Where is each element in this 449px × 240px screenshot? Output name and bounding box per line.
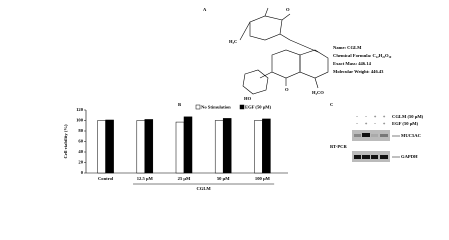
bar	[105, 119, 114, 174]
bar	[175, 121, 185, 174]
treatment-sign: -	[356, 121, 358, 126]
y-tick-label: 60	[78, 139, 83, 144]
y-tick-label: 40	[78, 149, 83, 154]
property: Chemical Formula: C₂₂H₂₂O₁₀	[333, 53, 392, 58]
bar	[254, 120, 263, 174]
y-tick-label: 20	[78, 160, 83, 165]
band-label: MUC5AC	[401, 133, 421, 138]
atom-label: HO	[244, 96, 252, 101]
property: Molecular Weight: 446.43	[333, 69, 384, 74]
x-axis-label: CGLM	[196, 186, 211, 191]
x-tick-label: Control	[98, 176, 114, 181]
x-tick-label: 25 μM	[178, 176, 191, 181]
bar	[183, 116, 193, 174]
band	[362, 155, 370, 159]
bar	[222, 118, 232, 174]
bar	[97, 120, 106, 174]
x-tick-label: 100 μM	[255, 176, 271, 181]
atom-label: O	[286, 7, 290, 12]
band	[354, 155, 361, 159]
treatment-sign: +	[383, 121, 386, 126]
property: Exact Mass: 446.14	[333, 61, 372, 66]
legend-label: EGF (50 μM)	[245, 105, 272, 110]
x-tick-label: 50 μM	[217, 176, 230, 181]
atom-label: H₃C	[229, 39, 237, 44]
band	[362, 133, 370, 137]
treatment-label: CGLM (50 μM)	[392, 114, 424, 119]
band	[380, 134, 388, 137]
y-tick-label: 120	[76, 107, 84, 112]
legend-swatch	[195, 104, 201, 110]
treatment-sign: +	[374, 114, 377, 119]
treatment-sign: -	[356, 114, 358, 119]
property: Name: CGLM	[333, 45, 362, 50]
band	[380, 155, 388, 159]
panel-label: B	[178, 102, 181, 107]
chemical-structure	[239, 7, 329, 95]
panel-label: C	[330, 102, 333, 107]
atom-label: O	[285, 87, 289, 92]
treatment-sign: -	[365, 114, 367, 119]
bar	[136, 120, 146, 174]
treatment-label: EGF (50 μM)	[392, 121, 419, 126]
band	[371, 134, 378, 137]
bar	[144, 119, 154, 174]
atom-label: H₃CO	[312, 90, 324, 95]
treatment-sign: +	[383, 114, 386, 119]
y-axis-label: Cell viability (%)	[63, 124, 68, 158]
panel-label: A	[203, 7, 207, 12]
legend-swatch	[239, 104, 245, 110]
treatment-sign: -	[374, 121, 376, 126]
legend-label: No Stimulation	[201, 105, 231, 110]
band	[371, 155, 378, 159]
band	[354, 134, 361, 137]
treatment-sign: +	[365, 121, 368, 126]
bar	[214, 120, 224, 174]
bar	[262, 118, 271, 174]
method-label: RT-PCR	[330, 144, 347, 149]
y-tick-label: 80	[78, 128, 83, 133]
y-tick-label: 100	[76, 118, 84, 123]
band-label: GAPDH	[401, 154, 418, 159]
x-tick-label: 12.5 μM	[137, 176, 154, 181]
y-tick-label: 0	[81, 170, 84, 175]
gel	[352, 130, 400, 162]
